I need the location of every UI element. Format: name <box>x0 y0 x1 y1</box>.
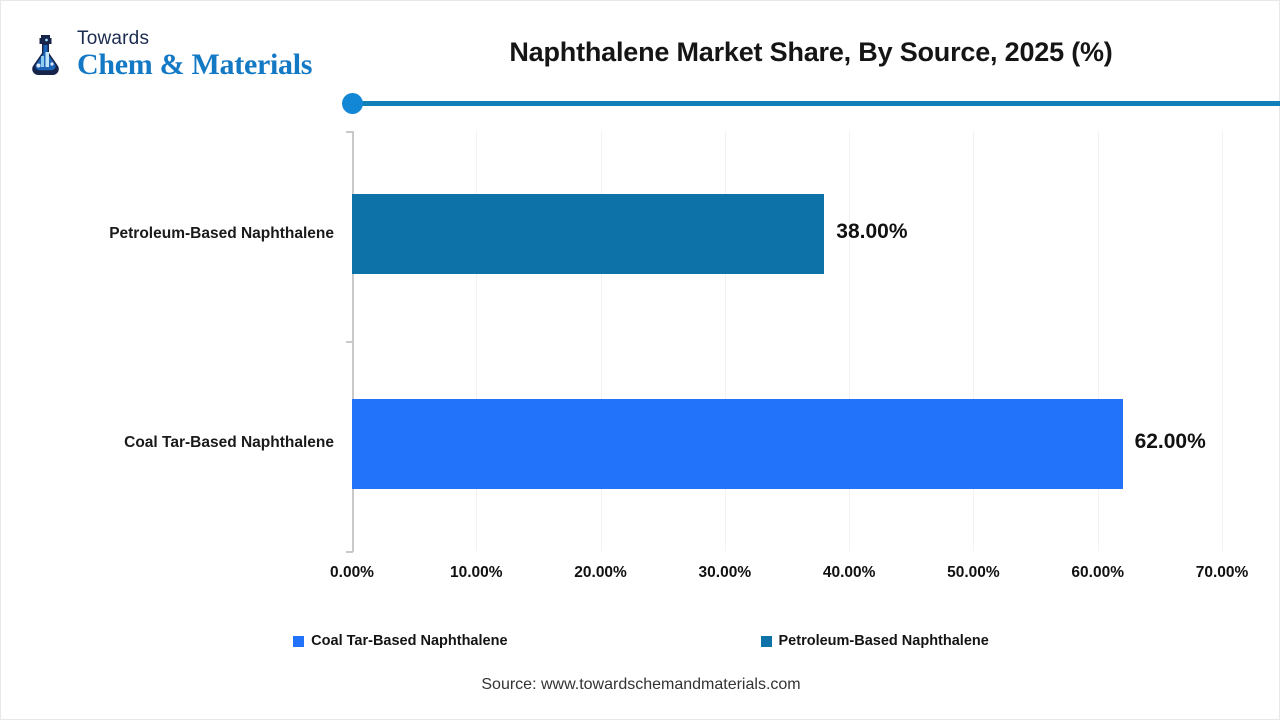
gridline <box>849 131 851 551</box>
plot-area <box>352 131 1223 551</box>
y-axis-tick <box>346 341 353 343</box>
x-axis-tick-label: 60.00% <box>1071 564 1124 581</box>
flask-icon <box>32 34 59 75</box>
brand-line-towards: Towards <box>77 28 150 49</box>
source-caption: Source: www.towardschemandmaterials.com <box>481 676 801 693</box>
gridline <box>476 131 478 551</box>
brand-logo: Towards Chem & Materials <box>21 29 312 80</box>
category-label: Coal Tar-Based Naphthalene <box>124 434 334 451</box>
gridline <box>1097 131 1099 551</box>
legend-swatch-icon <box>293 635 305 647</box>
x-axis-tick-label: 70.00% <box>1195 564 1249 581</box>
y-axis-tick <box>346 551 353 553</box>
x-axis-tick-label: 30.00% <box>698 564 752 581</box>
gridline <box>600 131 602 551</box>
legend-item[interactable]: Coal Tar-Based Naphthalene <box>293 633 508 649</box>
y-axis-tick <box>346 131 353 133</box>
x-axis-tick-label: 40.00% <box>822 564 876 581</box>
bar-coal-tar-based[interactable] <box>352 399 1123 489</box>
page-title: Naphthalene Market Share, By Source, 202… <box>509 37 1113 67</box>
bar-value-label: 38.00% <box>836 220 908 243</box>
category-label: Petroleum-Based Naphthalene <box>109 225 334 242</box>
x-axis-tick-label: 0.00% <box>330 564 374 581</box>
bar-value-label: 62.00% <box>1134 430 1206 453</box>
brand-line-chem-materials: Chem & Materials <box>77 48 313 81</box>
gridline <box>973 131 975 551</box>
y-axis-line <box>352 131 354 552</box>
legend-swatch-icon <box>760 635 772 647</box>
gridline <box>1222 131 1223 551</box>
chart-legend: Coal Tar-Based Naphthalene Petroleum-Base… <box>1 633 1280 649</box>
x-axis-tick-label: 20.00% <box>574 564 627 581</box>
legend-label: Petroleum-Based Naphthalene <box>778 633 989 649</box>
header-divider-dot <box>342 93 363 114</box>
header-divider-line <box>361 101 1280 106</box>
bar-petroleum-based[interactable] <box>352 194 825 274</box>
gridline <box>724 131 726 551</box>
brand-wordmark: Towards Chem & Materials <box>77 29 312 80</box>
legend-label: Coal Tar-Based Naphthalene <box>311 633 508 649</box>
x-axis-tick-label: 50.00% <box>947 564 1000 581</box>
x-axis-tick-label: 10.00% <box>449 564 503 581</box>
legend-item[interactable]: Petroleum-Based Naphthalene <box>760 633 989 649</box>
